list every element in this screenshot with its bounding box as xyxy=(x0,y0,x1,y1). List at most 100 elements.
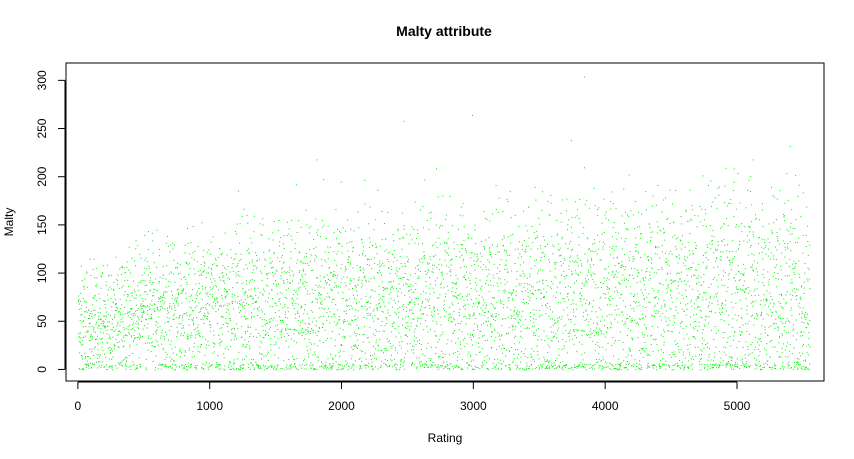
data-point xyxy=(165,365,167,367)
data-point xyxy=(269,318,271,320)
data-point xyxy=(677,262,679,264)
data-point xyxy=(664,331,666,333)
data-point xyxy=(273,344,275,346)
data-point xyxy=(136,368,138,370)
data-point xyxy=(480,324,482,326)
data-point xyxy=(610,363,612,365)
data-point xyxy=(660,359,661,361)
data-point xyxy=(353,230,355,232)
data-point xyxy=(559,281,561,283)
data-point xyxy=(625,238,627,239)
data-point xyxy=(428,287,430,289)
data-point xyxy=(726,364,728,365)
data-point xyxy=(693,314,695,316)
data-point xyxy=(613,277,615,278)
data-point xyxy=(591,311,593,313)
data-point xyxy=(486,355,488,357)
data-point xyxy=(528,368,530,370)
data-point xyxy=(229,271,231,273)
data-point xyxy=(528,206,530,208)
data-point xyxy=(615,232,617,234)
data-point xyxy=(587,279,589,281)
data-point xyxy=(278,310,280,312)
data-point xyxy=(225,289,227,290)
data-point xyxy=(673,222,675,224)
data-point xyxy=(580,300,582,302)
data-point xyxy=(80,342,82,344)
data-point xyxy=(350,319,352,321)
data-point xyxy=(615,364,617,365)
data-point xyxy=(381,281,383,283)
data-point xyxy=(496,349,498,351)
data-point xyxy=(685,209,687,211)
data-point xyxy=(681,281,683,282)
data-point xyxy=(239,242,240,244)
data-point xyxy=(718,365,720,367)
data-point xyxy=(482,364,484,366)
data-point xyxy=(480,287,482,289)
data-point xyxy=(80,308,82,310)
data-point xyxy=(94,309,96,311)
data-point xyxy=(472,368,474,370)
data-point xyxy=(552,331,554,333)
data-point xyxy=(715,346,717,348)
data-point xyxy=(610,322,612,324)
data-point xyxy=(638,350,640,351)
data-point xyxy=(579,259,581,261)
data-point xyxy=(535,290,536,291)
data-point xyxy=(143,272,145,274)
data-point xyxy=(513,353,515,355)
data-point xyxy=(645,307,647,308)
data-point xyxy=(85,310,87,312)
data-point xyxy=(670,279,672,281)
data-point xyxy=(554,364,556,366)
data-point xyxy=(265,355,267,357)
data-point xyxy=(397,308,399,309)
data-point xyxy=(231,328,233,330)
data-point xyxy=(584,352,586,354)
data-point xyxy=(468,293,470,295)
data-point xyxy=(610,369,612,371)
data-point xyxy=(424,255,425,257)
data-point xyxy=(534,260,536,262)
data-point xyxy=(158,297,159,298)
data-point xyxy=(411,239,413,241)
data-point xyxy=(96,283,98,285)
data-point xyxy=(388,282,390,283)
data-point xyxy=(539,314,541,316)
data-point xyxy=(224,267,226,269)
data-point xyxy=(149,282,151,284)
data-point xyxy=(690,266,692,268)
data-point xyxy=(172,315,174,317)
data-point xyxy=(202,288,204,290)
data-point xyxy=(607,342,609,344)
data-point xyxy=(102,265,104,267)
data-point xyxy=(309,260,311,262)
data-point xyxy=(535,309,537,311)
data-point xyxy=(525,348,527,350)
data-point xyxy=(374,290,376,292)
data-point xyxy=(355,287,357,289)
data-point xyxy=(609,362,611,364)
data-point xyxy=(540,365,542,367)
data-point xyxy=(220,306,222,308)
data-point xyxy=(118,287,120,289)
data-point xyxy=(313,368,315,370)
data-point xyxy=(635,369,637,371)
data-point xyxy=(529,297,531,299)
data-point xyxy=(569,256,571,258)
data-point xyxy=(198,312,200,313)
data-point xyxy=(677,281,679,283)
data-point xyxy=(614,265,616,267)
data-point xyxy=(369,306,371,308)
data-point xyxy=(348,305,350,306)
data-point xyxy=(727,256,728,258)
data-point xyxy=(606,288,608,290)
data-point xyxy=(314,289,316,291)
data-point xyxy=(171,290,172,292)
data-point xyxy=(507,236,509,238)
data-point xyxy=(494,308,496,310)
data-point xyxy=(240,253,242,255)
data-point xyxy=(630,329,632,331)
data-point xyxy=(301,329,303,331)
